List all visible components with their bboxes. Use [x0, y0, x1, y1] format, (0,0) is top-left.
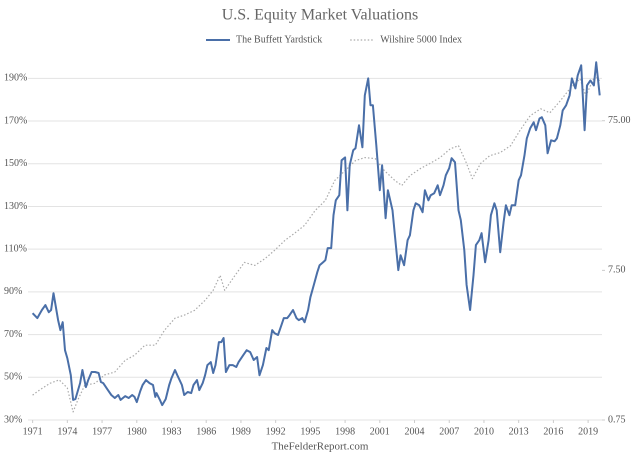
x-tick-label: 1989 [231, 426, 251, 437]
x-tick-label: 2016 [543, 426, 563, 437]
y2-tick-label: 0.75 [608, 414, 626, 425]
y-tick-label: 130% [4, 201, 27, 212]
x-tick-label: 2007 [439, 426, 459, 437]
x-tick-label: 2013 [509, 426, 529, 437]
x-tick-label: 1992 [266, 426, 286, 437]
legend-label: Wilshire 5000 Index [380, 34, 462, 45]
legend-label: The Buffett Yardstick [236, 34, 322, 45]
y-tick-label: 110% [4, 243, 27, 254]
series-line [31, 61, 601, 407]
x-tick-label: 1998 [335, 426, 355, 437]
x-tick-label: 1995 [300, 426, 320, 437]
x-tick-label: 2019 [578, 426, 598, 437]
source: TheFelderReport.com [272, 441, 369, 453]
x-tick-label: 1974 [57, 426, 77, 437]
x-tick-label: 2004 [405, 426, 425, 437]
y-tick-label: 90% [4, 286, 22, 297]
x-tick-label: 1971 [23, 426, 43, 437]
x-tick-label: 1977 [92, 426, 112, 437]
series-line [32, 75, 601, 413]
x-tick-label: 2010 [474, 426, 494, 437]
x-tick-label: 1986 [196, 426, 216, 437]
y-tick-label: 190% [4, 73, 27, 84]
y-tick-label: 70% [4, 329, 22, 340]
y2-tick-label: 75.00 [608, 115, 631, 126]
x-tick-label: 1983 [162, 426, 182, 437]
y-tick-label: 150% [4, 158, 27, 169]
y-tick-label: 170% [4, 115, 27, 126]
y-tick-label: 50% [4, 372, 22, 383]
y-tick-label: 30% [4, 414, 22, 425]
chart-title: U.S. Equity Market Valuations [222, 7, 419, 24]
y2-tick-label: 7.50 [608, 265, 626, 276]
x-tick-label: 2001 [370, 426, 390, 437]
x-tick-label: 1980 [127, 426, 147, 437]
